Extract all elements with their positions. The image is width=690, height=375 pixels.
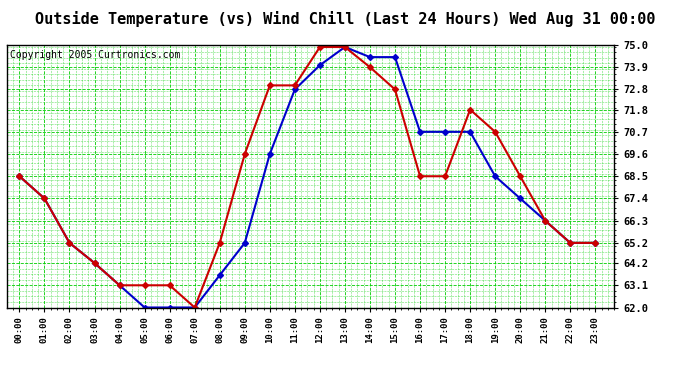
Text: Copyright 2005 Curtronics.com: Copyright 2005 Curtronics.com — [10, 50, 180, 60]
Text: Outside Temperature (vs) Wind Chill (Last 24 Hours) Wed Aug 31 00:00: Outside Temperature (vs) Wind Chill (Las… — [34, 11, 655, 27]
